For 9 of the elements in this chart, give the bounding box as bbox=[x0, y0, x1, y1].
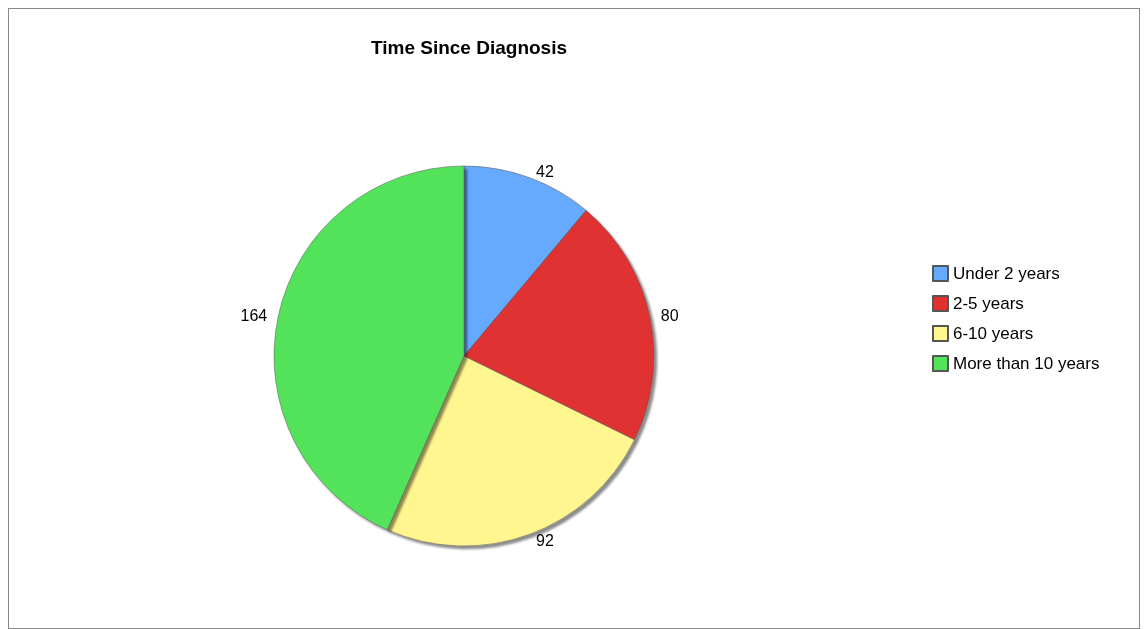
legend-label: More than 10 years bbox=[953, 354, 1100, 373]
data-label: 80 bbox=[660, 307, 679, 325]
legend-label: Under 2 years bbox=[953, 264, 1060, 283]
legend-label: 6-10 years bbox=[953, 324, 1034, 343]
data-label: 92 bbox=[536, 531, 554, 549]
legend-label: 2-5 years bbox=[953, 294, 1024, 313]
chart-title: Time Since Diagnosis bbox=[370, 37, 568, 58]
data-label: 164 bbox=[240, 307, 268, 325]
data-label: 42 bbox=[536, 163, 554, 181]
